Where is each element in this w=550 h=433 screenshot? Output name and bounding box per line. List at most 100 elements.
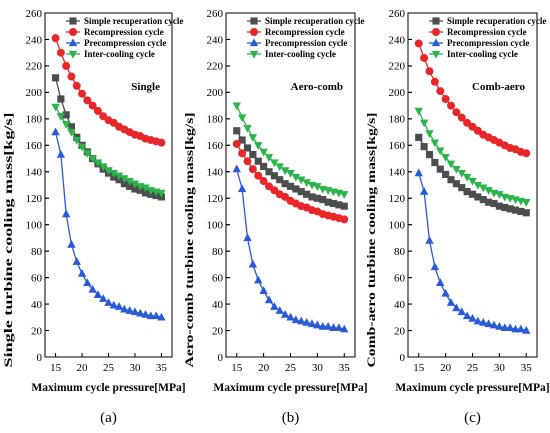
- data-point: [495, 321, 504, 330]
- data-point: [130, 180, 140, 189]
- data-point: [447, 176, 455, 184]
- data-point: [126, 182, 134, 190]
- y-tick-label: 100: [207, 219, 224, 231]
- data-point: [120, 175, 129, 184]
- legend-label: Precompression cycle: [447, 38, 529, 48]
- data-point: [340, 202, 348, 210]
- data-point: [419, 119, 429, 128]
- x-tick-label: 25: [103, 362, 115, 374]
- data-point: [430, 77, 439, 86]
- data-point: [302, 317, 311, 326]
- data-point: [254, 171, 263, 180]
- data-point: [495, 202, 503, 210]
- y-tick-label: 120: [26, 193, 43, 205]
- series-3: [414, 168, 531, 334]
- data-point: [254, 157, 262, 165]
- y-tick-label: 0: [37, 352, 43, 364]
- data-point: [425, 130, 434, 139]
- data-point: [452, 108, 461, 117]
- y-tick-label: 200: [26, 87, 43, 99]
- y-axis-title: Aero-comb turbine cooling mass[kg/s]: [184, 113, 196, 368]
- series-4: [51, 103, 166, 198]
- y-tick-label: 40: [212, 299, 224, 311]
- data-point: [130, 307, 140, 316]
- data-point: [280, 167, 290, 176]
- data-point: [517, 207, 525, 216]
- series-2: [414, 39, 531, 158]
- data-point: [157, 189, 166, 198]
- data-point: [292, 185, 300, 193]
- data-point: [479, 195, 487, 204]
- data-point: [57, 95, 65, 103]
- data-point: [340, 191, 349, 199]
- legend-label: Recompression cycle: [84, 27, 164, 37]
- data-point: [505, 323, 515, 332]
- data-point: [141, 184, 150, 193]
- data-point: [286, 182, 295, 190]
- y-tick-label: 260: [207, 8, 224, 20]
- data-point: [232, 139, 241, 148]
- chart-panel-3: 0 20 40 60 80 100 120 140 160 180 200 220 240 260 15 20…: [366, 8, 550, 426]
- legend-marker: [432, 28, 440, 36]
- data-point: [452, 180, 460, 188]
- series-1: [233, 127, 348, 210]
- y-tick-label: 60: [394, 272, 406, 284]
- y-tick-label: 80: [31, 246, 43, 258]
- data-point: [489, 320, 499, 329]
- data-point: [248, 134, 258, 142]
- legend-label: Simple recuperation cycle: [84, 16, 183, 26]
- chart-panel-2: 0 20 40 60 80 100 120 140 160 180 200 220 240 260 15 20…: [184, 8, 368, 426]
- data-point: [61, 209, 71, 218]
- data-point: [462, 311, 472, 320]
- data-point: [259, 148, 268, 157]
- data-point: [93, 290, 103, 298]
- data-point: [415, 133, 423, 141]
- data-point: [243, 144, 252, 152]
- data-point: [104, 167, 113, 176]
- data-point: [442, 170, 450, 178]
- data-point: [522, 149, 531, 158]
- data-point: [51, 34, 60, 43]
- data-point: [88, 155, 97, 164]
- y-tick-label: 40: [394, 299, 406, 311]
- data-point: [151, 311, 161, 320]
- legend-label: Inter-cooling cycle: [265, 49, 336, 59]
- data-point: [414, 107, 423, 116]
- y-tick-label: 120: [389, 193, 406, 205]
- data-point: [51, 103, 60, 112]
- data-point: [436, 87, 445, 96]
- data-point: [297, 176, 306, 185]
- panel-annotation: Aero-comb: [291, 81, 343, 93]
- y-tick-label: 140: [389, 167, 406, 179]
- x-tick-label: 15: [50, 362, 62, 374]
- legend-label: Recompression cycle: [447, 27, 527, 37]
- legend-marker: [249, 38, 259, 47]
- legend-label: Inter-cooling cycle: [447, 49, 518, 59]
- data-point: [446, 298, 456, 306]
- data-point: [254, 142, 263, 150]
- y-tick-label: 20: [394, 325, 406, 337]
- data-point: [264, 154, 274, 162]
- data-point: [72, 81, 81, 90]
- y-tick-label: 60: [212, 272, 224, 284]
- data-point: [414, 168, 423, 177]
- data-point: [259, 286, 268, 294]
- data-point: [56, 48, 65, 57]
- data-point: [243, 233, 252, 242]
- legend-label: Precompression cycle: [84, 38, 166, 48]
- y-tick-label: 40: [31, 299, 43, 311]
- data-point: [157, 138, 166, 147]
- data-point: [484, 187, 493, 195]
- data-point: [72, 136, 81, 145]
- y-tick-label: 200: [207, 87, 224, 99]
- data-point: [120, 180, 128, 188]
- data-point: [425, 67, 434, 76]
- series-2: [232, 139, 349, 224]
- x-tick-label: 15: [231, 362, 243, 374]
- data-point: [243, 157, 252, 166]
- data-point: [120, 304, 129, 313]
- y-tick-label: 140: [207, 167, 224, 179]
- data-point: [335, 201, 343, 209]
- data-point: [297, 316, 306, 325]
